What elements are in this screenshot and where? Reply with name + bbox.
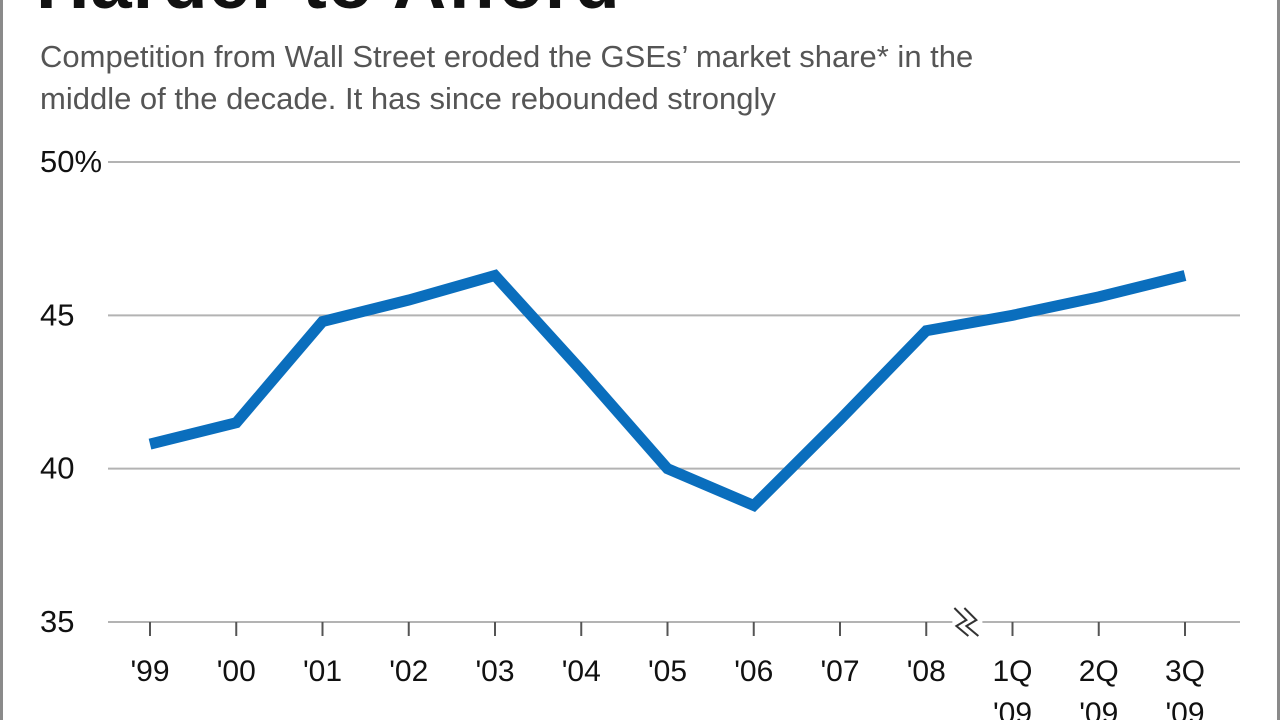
chart-headline: Harder to Afford xyxy=(36,0,621,20)
x-tick-label-3: '02 xyxy=(389,655,428,688)
x-tick-label-2: '01 xyxy=(303,655,342,688)
y-axis-labels: 50% 45 40 35 xyxy=(40,144,102,639)
x-axis-ticks xyxy=(149,622,1186,636)
x-tick-label-11-1: '09 xyxy=(1079,697,1118,720)
x-tick-label-6: '05 xyxy=(648,655,687,688)
left-border xyxy=(0,0,3,720)
x-tick-label-7: '06 xyxy=(734,655,773,688)
x-tick-label-5: '04 xyxy=(562,655,601,688)
x-tick-label-12-1: '09 xyxy=(1165,697,1204,720)
axis-break xyxy=(952,606,983,638)
chart-subtitle: Competition from Wall Street eroded the … xyxy=(40,36,1260,120)
y-tick-label-50: 50% xyxy=(40,144,102,179)
y-tick-label-35: 35 xyxy=(40,604,74,639)
y-tick-label-45: 45 xyxy=(40,297,74,332)
axis-break-mark-1 xyxy=(963,607,980,637)
subtitle-line-2: middle of the decade. It has since rebou… xyxy=(40,81,776,116)
x-tick-label-9: '08 xyxy=(907,655,946,688)
series-line-0 xyxy=(148,269,1187,513)
x-tick-label-4: '03 xyxy=(475,655,514,688)
right-border xyxy=(1277,0,1280,720)
x-tick-label-8: '07 xyxy=(820,655,859,688)
x-tick-label-10-0: 1Q xyxy=(992,655,1032,688)
x-tick-label-1: '00 xyxy=(217,655,256,688)
x-tick-label-10-1: '09 xyxy=(993,697,1032,720)
axis-break-mark-0 xyxy=(953,607,970,637)
y-tick-label-40: 40 xyxy=(40,451,74,486)
x-tick-label-12-0: 3Q xyxy=(1165,655,1205,688)
x-tick-label-11-0: 2Q xyxy=(1079,655,1119,688)
subtitle-line-1: Competition from Wall Street eroded the … xyxy=(40,39,974,74)
gridlines xyxy=(108,161,1240,623)
x-axis-labels: '99 '00 '01 '02 '03 '04 '05 '06 '07 '08 1Q '09 2Q '09… xyxy=(130,655,1205,720)
x-tick-label-0: '99 xyxy=(130,655,169,688)
series-layer xyxy=(148,269,1187,513)
